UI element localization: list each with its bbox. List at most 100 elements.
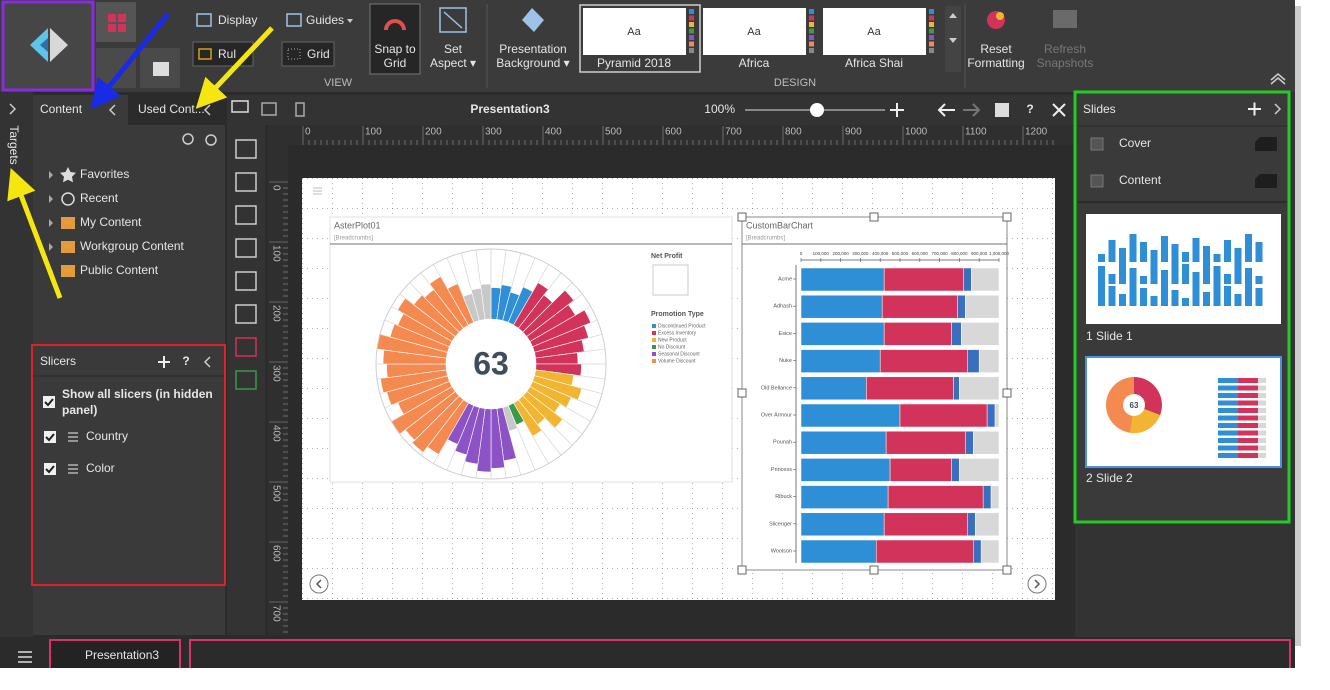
theme-palette [809,28,814,34]
theme-palette [809,22,814,27]
slide-section[interactable]: Content [1119,173,1162,187]
search-icon[interactable] [182,133,194,145]
reset-label[interactable]: Formatting [967,56,1024,70]
checkbox[interactable] [43,396,55,408]
set-aspect-label[interactable]: Set [444,42,463,56]
zoom-in[interactable] [890,103,904,117]
ruler-icon [198,48,212,60]
bar-segment [885,430,966,455]
checkbox[interactable] [44,463,56,475]
legend-swatch [652,338,656,342]
selection-handle[interactable] [869,565,879,575]
snap-button[interactable] [369,3,421,75]
refresh-icon[interactable] [205,134,217,146]
help-button[interactable]: ? [182,354,189,368]
targets-tab[interactable]: Targets [7,125,21,164]
tree-item[interactable]: Favorites [80,167,129,181]
slide-section[interactable]: Cover [1119,136,1151,150]
menu-icon[interactable] [18,651,32,663]
tool-button[interactable] [235,238,257,258]
zoom-knob[interactable] [810,103,824,117]
legend-item: Excess Inventory [658,330,697,336]
tree-expander[interactable] [49,219,53,227]
bar-category: Acme [778,276,792,282]
tool-button[interactable] [235,205,257,225]
background-label[interactable]: Background ▾ [496,56,569,70]
background-icon[interactable] [522,8,544,32]
thumb-bar [1218,415,1238,421]
background-label[interactable]: Presentation [499,42,566,56]
theme-palette [929,15,934,21]
selection-handle[interactable] [869,212,879,222]
selection-handle[interactable] [737,212,747,222]
tool-button[interactable] [235,139,257,159]
tool-button[interactable] [235,271,257,291]
guides-button[interactable]: Guides [306,13,344,27]
thumb-bar [1258,408,1266,413]
bar-segment [986,403,996,428]
theme-sample: Aa [627,26,641,38]
device-tablet[interactable] [261,102,277,116]
collapse-icon[interactable] [203,356,211,368]
tool-button[interactable] [235,370,257,390]
add-icon[interactable] [158,356,170,368]
tool-button[interactable] [235,172,257,192]
snap-icon [384,19,406,31]
app-logo[interactable] [1,0,95,92]
redo[interactable] [963,103,981,117]
thumb-bar [1161,270,1168,284]
tree-item[interactable]: Workgroup Content [80,239,185,253]
prev-slide[interactable] [309,574,329,594]
annotation-arrow [90,12,170,110]
tree-expander[interactable] [49,243,53,251]
collapse-slides[interactable] [1274,103,1282,115]
bar-axis-label: 800,000 [951,251,968,256]
thumb-bar [1203,246,1210,262]
grid-button[interactable] [281,41,335,67]
section-checkbox[interactable] [1090,137,1104,151]
save[interactable] [995,103,1009,117]
tree-expander[interactable] [49,171,53,179]
expand-targets[interactable] [9,103,17,115]
tree-expander[interactable] [49,195,53,203]
theme-swatch[interactable] [823,8,926,55]
set-aspect-label[interactable]: Aspect ▾ [430,56,476,70]
bar-segment [973,539,982,564]
tree-item[interactable]: Public Content [80,263,159,277]
help-button[interactable]: ? [1026,102,1033,116]
breadcrumbs: [Breadcrumbs] [334,236,373,242]
selection-handle[interactable] [737,388,747,398]
tree-item[interactable]: My Content [80,215,142,229]
section-checkbox[interactable] [1090,174,1104,188]
ruler-button[interactable] [192,41,254,67]
checkbox[interactable] [44,431,56,443]
selection-handle[interactable] [737,565,747,575]
thumb-bar [1238,408,1258,413]
tree-item[interactable]: Recent [80,191,119,205]
selection-handle[interactable] [1002,565,1012,575]
add-slide[interactable] [1248,102,1261,116]
thumb-bar [1238,423,1258,428]
device-phone[interactable] [295,102,305,117]
display-button[interactable]: Display [218,13,257,27]
grid-button-label: Grid [307,47,330,61]
aspect-icon[interactable] [439,7,467,33]
undo[interactable] [937,103,955,117]
bar-segment [800,403,901,428]
grid-icon [108,24,116,32]
device-desktop[interactable] [231,100,249,113]
close[interactable] [1052,103,1066,117]
legend-item: Discontinued Product [658,323,706,329]
thumb-bar [1108,286,1116,306]
tool-button[interactable] [235,304,257,324]
collapse-ribbon[interactable] [1270,73,1286,85]
recent-icon [61,192,75,206]
content-tab[interactable]: Content [40,102,83,116]
tool-button[interactable] [235,337,257,357]
reset-label[interactable]: Reset [980,42,1012,56]
selection-handle[interactable] [1002,388,1012,398]
theme-swatch[interactable] [703,8,806,55]
selection-handle[interactable] [1002,212,1012,222]
theme-swatch[interactable] [583,8,686,55]
next-slide[interactable] [1027,574,1047,594]
